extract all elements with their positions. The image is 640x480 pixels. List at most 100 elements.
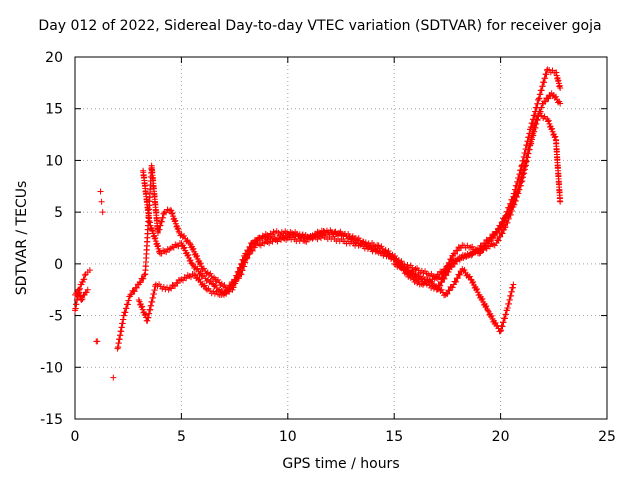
data-point	[215, 276, 222, 283]
data-point	[483, 302, 490, 309]
data-point	[545, 117, 552, 124]
data-point	[502, 223, 509, 230]
data-point	[133, 284, 140, 291]
data-point	[438, 269, 445, 276]
data-point	[97, 188, 104, 195]
data-point	[494, 228, 501, 235]
data-point	[511, 201, 518, 208]
data-point	[233, 276, 240, 283]
data-point	[94, 338, 101, 345]
data-point	[205, 276, 211, 283]
y-tick-label: 0	[54, 257, 63, 273]
data-point	[445, 269, 452, 276]
data-point	[169, 282, 176, 289]
data-point	[410, 276, 417, 283]
data-point	[453, 258, 460, 265]
data-point	[513, 194, 520, 201]
data-point	[557, 85, 564, 92]
data-point	[186, 240, 193, 247]
data-point	[425, 278, 432, 285]
data-point	[433, 274, 440, 281]
data-point	[141, 271, 148, 278]
data-point	[473, 286, 480, 293]
y-axis-label: SDTVAR / TECUs	[14, 180, 30, 296]
y-tick-label: 10	[45, 153, 63, 169]
data-point	[170, 244, 177, 251]
data-point	[154, 242, 161, 249]
data-point	[497, 233, 504, 240]
data-point	[430, 273, 437, 280]
data-point	[232, 280, 239, 287]
data-point	[84, 286, 91, 293]
data-point	[461, 267, 468, 274]
data-point	[190, 245, 197, 252]
data-point	[200, 265, 207, 272]
data-point	[545, 95, 552, 102]
data-point	[314, 228, 321, 235]
data-point	[172, 283, 179, 290]
data-point	[76, 293, 83, 300]
x-axis-label: GPS time / hours	[282, 456, 400, 472]
data-point	[139, 303, 146, 310]
data-point	[443, 265, 450, 272]
data-point	[453, 278, 460, 285]
data-point	[538, 104, 545, 111]
chart-title: Day 012 of 2022, Sidereal Day-to-day VTE…	[38, 18, 602, 34]
data-point	[394, 257, 401, 264]
data-point	[454, 247, 461, 254]
data-point	[517, 182, 524, 189]
data-point	[194, 265, 201, 272]
data-point	[218, 280, 225, 287]
data-point	[456, 271, 463, 278]
data-point	[78, 281, 85, 288]
data-point	[501, 224, 508, 231]
y-tick-label: 5	[54, 205, 63, 221]
data-point	[448, 260, 455, 267]
data-point	[407, 275, 414, 282]
data-point	[237, 264, 244, 271]
data-point	[414, 280, 421, 287]
data-point	[444, 290, 451, 297]
data-point	[221, 282, 228, 289]
x-tick-label: 0	[71, 429, 80, 445]
data-point	[428, 279, 435, 286]
plot-frame	[74, 56, 608, 420]
data-point	[248, 244, 255, 251]
data-point	[207, 277, 214, 284]
data-point	[79, 296, 86, 303]
data-point	[183, 275, 190, 282]
data-point	[385, 247, 392, 254]
data-point	[472, 249, 479, 256]
data-point	[223, 290, 230, 297]
y-tick-label: -10	[40, 360, 63, 376]
data-point	[419, 281, 426, 288]
data-point	[179, 277, 186, 284]
data-point	[76, 290, 83, 297]
data-point	[202, 275, 209, 282]
data-point	[552, 133, 559, 140]
data-point	[78, 297, 85, 304]
data-point	[427, 277, 434, 284]
data-point	[238, 260, 245, 267]
data-point	[496, 225, 503, 232]
data-point	[240, 256, 247, 263]
data-point	[230, 284, 237, 291]
data-point	[147, 219, 154, 226]
data-point	[206, 272, 213, 278]
data-point	[552, 93, 559, 100]
data-point	[152, 234, 159, 241]
data-point	[75, 286, 82, 293]
data-point	[201, 282, 208, 289]
data-point	[469, 243, 476, 250]
data-point	[449, 260, 456, 267]
data-point	[454, 275, 461, 282]
data-point	[235, 272, 242, 279]
data-point	[208, 273, 215, 280]
data-point	[515, 190, 522, 197]
data-point	[206, 279, 213, 286]
data-points	[72, 66, 564, 381]
data-point	[99, 209, 106, 216]
data-point	[181, 244, 188, 251]
data-point	[488, 312, 495, 319]
data-point	[149, 227, 156, 234]
